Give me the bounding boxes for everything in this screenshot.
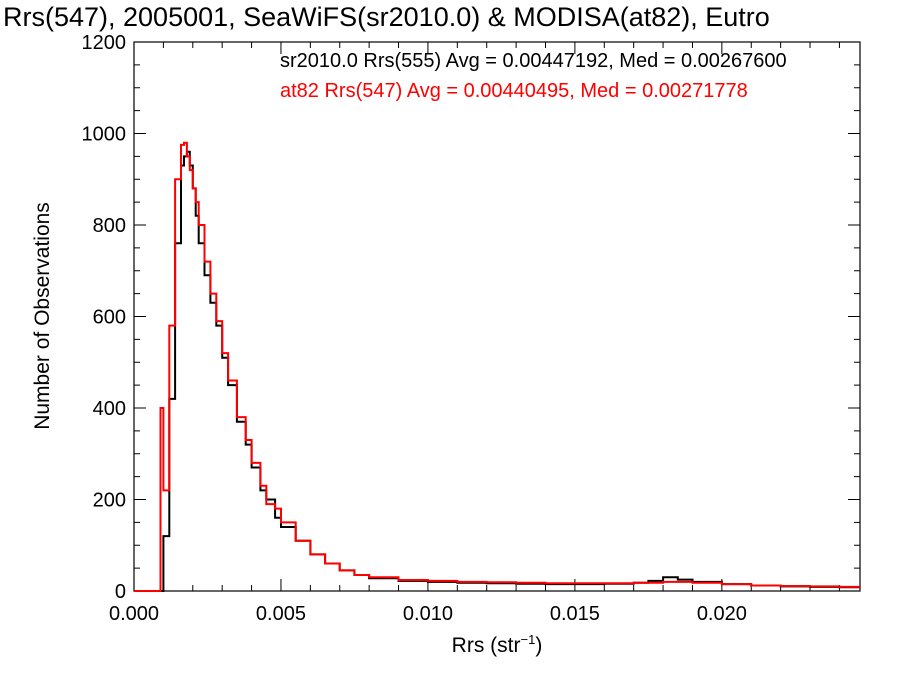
chart-title: Rrs(547), 2005001, SeaWiFS(sr2010.0) & M…	[3, 2, 770, 32]
y-tick-label: 800	[93, 215, 126, 237]
x-axis-label: Rrs (str−1)	[452, 632, 543, 657]
legend: sr2010.0 Rrs(555) Avg = 0.00447192, Med …	[280, 50, 787, 102]
y-tick-label: 1200	[82, 32, 127, 54]
y-tick-label: 200	[93, 490, 126, 512]
series-line-1	[134, 141, 860, 592]
legend-entry-black: sr2010.0 Rrs(555) Avg = 0.00447192, Med …	[280, 50, 787, 72]
x-tick-label: 0.010	[403, 603, 453, 625]
series-layer	[134, 141, 860, 592]
y-axis: 0 200 400 600 800 1000 1200	[82, 32, 860, 603]
y-tick-label: 0	[115, 581, 126, 603]
plot-area: 0.000 0.005 0.010 0.015 0.020 0 200 400 600 800 1…	[82, 32, 861, 625]
legend-entry-red: at82 Rrs(547) Avg = 0.00440495, Med = 0.…	[280, 80, 748, 102]
x-tick-label: 0.020	[697, 603, 747, 625]
x-tick-label: 0.015	[550, 603, 600, 625]
series-line-0	[134, 150, 860, 592]
x-tick-label: 0.005	[256, 603, 306, 625]
y-tick-label: 600	[93, 307, 126, 329]
y-axis-label: Number of Observations	[31, 202, 54, 430]
x-tick-label: 0.000	[109, 603, 159, 625]
y-tick-label: 400	[93, 398, 126, 420]
x-axis: 0.000 0.005 0.010 0.015 0.020	[109, 42, 840, 625]
plot-frame	[133, 41, 861, 592]
y-tick-label: 1000	[82, 124, 127, 146]
